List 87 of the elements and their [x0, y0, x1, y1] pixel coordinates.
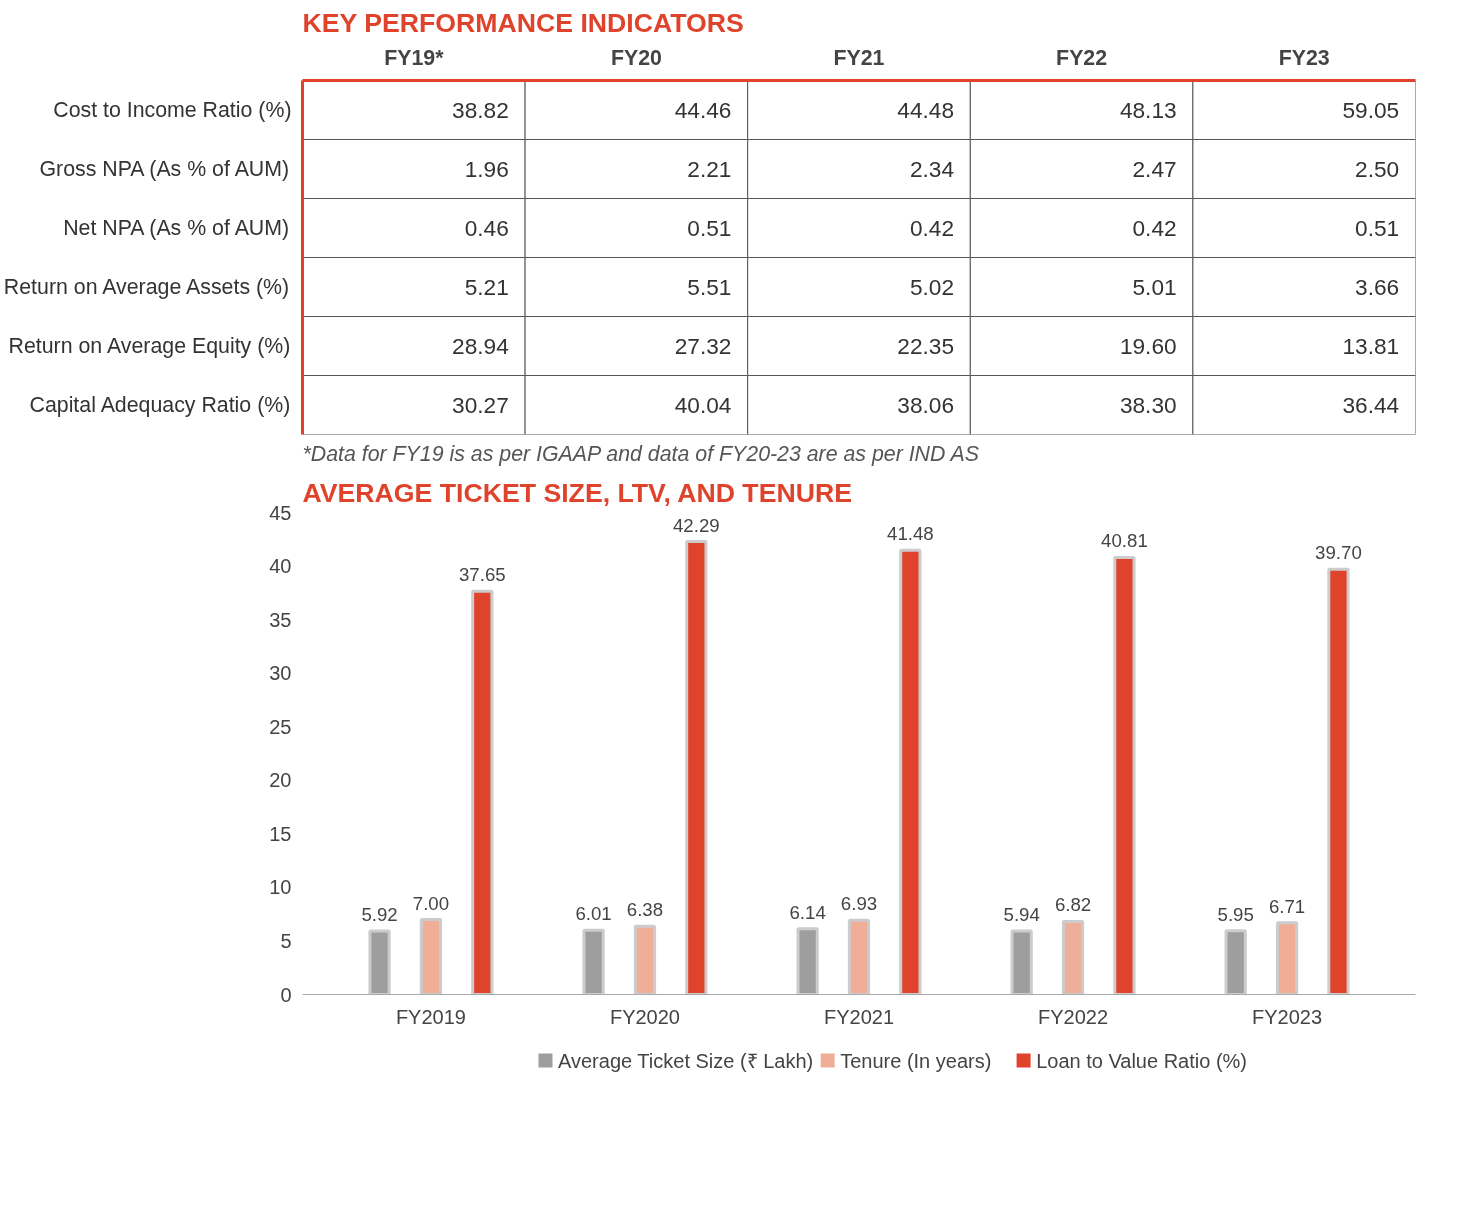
data-label: 1.96 — [464, 155, 509, 182]
data-label: 7.00 — [412, 892, 450, 914]
data-label: 44.48 — [897, 96, 955, 123]
y-tick-label: Return on Average Assets (%) — [3, 275, 290, 299]
data-label: 44.46 — [674, 96, 732, 123]
x-tick-label: FY2021 — [823, 1005, 895, 1028]
data-label: 13.81 — [1342, 332, 1400, 359]
y-tick-label: 25 — [269, 715, 292, 738]
legend-label: Average Ticket Size (₹ Lakh) — [558, 1049, 814, 1072]
data-label: 0.46 — [464, 214, 509, 241]
data-label: 39.70 — [1315, 542, 1362, 564]
data-label: 0.42 — [1132, 214, 1177, 241]
x-tick-label: FY22 — [1056, 45, 1108, 70]
y-tick-label: Cost to Income Ratio (%) — [53, 98, 292, 122]
bar — [1275, 921, 1299, 995]
x-tick-label: FY23 — [1278, 45, 1330, 70]
data-label: 42.29 — [672, 514, 720, 536]
y-tick-label: 5 — [280, 929, 292, 952]
y-tick-label: 30 — [269, 662, 292, 685]
data-label: 27.32 — [674, 332, 732, 359]
data-label: 30.27 — [452, 391, 509, 418]
y-tick-label: 40 — [269, 555, 292, 578]
bar — [1113, 555, 1136, 995]
data-label: 5.92 — [361, 904, 398, 926]
data-label: 5.94 — [1003, 903, 1040, 925]
data-label: 40.81 — [1101, 530, 1148, 552]
data-label: 41.48 — [887, 523, 934, 545]
y-tick-label: 10 — [269, 876, 292, 899]
data-label: 0.51 — [1355, 214, 1400, 241]
bar — [847, 918, 871, 995]
data-label: 6.14 — [789, 901, 826, 923]
y-tick-label: 0 — [280, 983, 292, 1006]
data-label: 2.47 — [1132, 155, 1177, 182]
data-label: 37.65 — [458, 564, 506, 586]
legend-label: Loan to Value Ratio (%) — [1036, 1049, 1247, 1072]
data-label: 0.42 — [909, 214, 955, 241]
data-label: 2.34 — [909, 155, 955, 182]
x-tick-label: FY21 — [833, 45, 885, 70]
y-tick-label: Net NPA (As % of AUM) — [63, 216, 290, 240]
y-tick-label: 20 — [269, 769, 292, 792]
bar — [633, 924, 657, 995]
data-label: 28.94 — [452, 332, 509, 359]
x-tick-label: FY2020 — [609, 1005, 680, 1028]
data-label: 36.44 — [1342, 391, 1400, 418]
data-label: 5.01 — [1132, 273, 1177, 300]
y-tick-label: 15 — [269, 822, 292, 845]
data-label: 3.66 — [1355, 273, 1400, 300]
x-tick-label: FY19* — [384, 45, 445, 70]
chart-title: KEY PERFORMANCE INDICATORS — [302, 7, 744, 38]
x-tick-label: FY2023 — [1252, 1005, 1323, 1028]
data-label: 19.60 — [1119, 332, 1177, 359]
data-label: 59.05 — [1342, 96, 1400, 123]
data-label: 5.21 — [464, 273, 509, 300]
data-label: 6.71 — [1268, 895, 1306, 917]
data-label: 2.50 — [1355, 155, 1400, 182]
x-tick-label: FY20 — [610, 45, 662, 70]
data-label: 38.30 — [1119, 391, 1177, 418]
bar — [685, 540, 708, 995]
data-label: 22.35 — [897, 332, 955, 359]
data-label: 6.82 — [1054, 894, 1092, 916]
data-label: 5.51 — [687, 273, 732, 300]
y-tick-label: 45 — [269, 501, 292, 524]
data-label: 6.01 — [575, 903, 612, 925]
bar — [419, 918, 443, 995]
data-label: 6.38 — [626, 899, 664, 921]
data-label: 38.06 — [897, 391, 955, 418]
y-tick-label: 35 — [269, 608, 292, 631]
data-label: 2.21 — [687, 155, 732, 182]
y-tick-label: Gross NPA (As % of AUM) — [39, 157, 290, 181]
data-label: 5.02 — [909, 273, 955, 300]
bar — [1327, 567, 1350, 995]
y-tick-label: Return on Average Equity (%) — [8, 334, 291, 358]
x-tick-label: FY2019 — [395, 1005, 466, 1028]
data-label: 48.13 — [1119, 96, 1177, 123]
text: *Data for FY19 is as per IGAAP and data of FY20-23 are as per IND AS — [302, 441, 980, 466]
chart-title: AVERAGE TICKET SIZE, LTV, AND TENURE — [302, 477, 852, 508]
data-label: 5.95 — [1217, 903, 1254, 925]
bar — [899, 548, 922, 995]
data-label: 38.82 — [452, 96, 509, 123]
legend-label: Tenure (In years) — [840, 1049, 992, 1072]
data-label: 6.93 — [840, 893, 878, 915]
bar — [1061, 919, 1085, 995]
x-tick-label: FY2022 — [1038, 1005, 1109, 1028]
y-tick-label: Capital Adequacy Ratio (%) — [29, 393, 291, 417]
data-label: 40.04 — [674, 391, 732, 418]
bar — [471, 589, 494, 995]
data-label: 0.51 — [687, 214, 732, 241]
